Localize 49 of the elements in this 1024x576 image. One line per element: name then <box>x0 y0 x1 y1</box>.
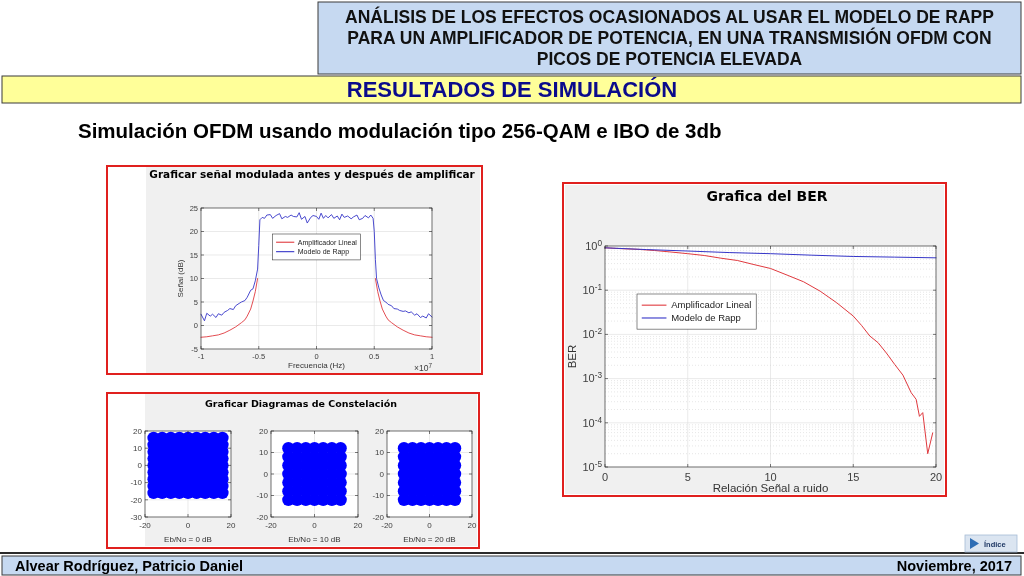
text: Alvear Rodríguez, Patricio Daniel <box>15 558 244 574</box>
y-tick-label: -20 <box>130 495 143 505</box>
x-axis-title: Eb/No = 0 dB <box>164 535 212 544</box>
text: Noviembre, 2017 <box>896 558 1012 574</box>
y-tick-label: -10 <box>256 491 269 501</box>
x-tick-label: 20 <box>226 520 236 530</box>
x-tick-label: 5 <box>684 470 691 483</box>
x-axis-title: Frecuencia (Hz) <box>288 361 346 370</box>
chart-title: Grafica del BER <box>706 188 828 204</box>
y-tick-label: 20 <box>133 426 143 436</box>
x-tick-label: 10 <box>764 470 777 483</box>
chart-title: Graficar Diagramas de Constelación <box>205 398 398 409</box>
y-axis-title: Señal (dB) <box>176 259 185 298</box>
y-tick-label: -20 <box>256 512 269 522</box>
x-tick-label: 20 <box>929 470 943 483</box>
y-tick-label: 10$^{-2}$ <box>582 326 603 341</box>
y-tick-label: 10$^{-4}$ <box>582 415 603 429</box>
line-series <box>200 212 433 322</box>
y-tick-label: 10$^{-3}$ <box>582 370 603 385</box>
x-axis-title: Eb/No = 20 dB <box>403 535 456 544</box>
x-tick-label: 15 <box>847 470 860 483</box>
text: RESULTADOS DE SIMULACIÓN <box>346 77 678 102</box>
x-axis-title: Relación Señal a ruido <box>712 482 829 494</box>
y-tick-label: 10$^{-1}$ <box>582 282 603 297</box>
y-tick-label: -10 <box>130 478 143 488</box>
chart-title: Graficar señal modulada antes y después de amplificar <box>149 168 476 180</box>
x-tick-label: 20 <box>353 520 363 530</box>
x-axis-title: Eb/No = 10 dB <box>288 535 341 544</box>
x-tick-label: 0 <box>427 520 433 530</box>
y-tick-label: 10 <box>259 448 269 458</box>
y-tick-label: 10 <box>133 444 143 453</box>
text: ANÁLISIS DE LOS EFECTOS OCASIONADOS AL USAR EL MODELO DE RAPP PARA UN AMPLIFICADOR DE POTENCIA, EN UNA TRANSMISIÓN OFDM CON PICOS DE POTENCIA ELEVADA <box>345 6 995 69</box>
y-tick-label: -20 <box>372 512 385 522</box>
y-tick-label: 10$^{0}$ <box>585 238 603 252</box>
y-tick-label: 10$^{-5}$ <box>582 459 603 473</box>
text: Simulación OFDM usando modulación tipo 256-QAM e IBO de 3db <box>78 119 722 142</box>
y-tick-label: 0 <box>137 461 143 471</box>
x-tick-label: 0 <box>312 520 318 530</box>
y-tick-label: -30 <box>130 512 143 522</box>
text: ×10$^{7}$ <box>414 361 433 373</box>
y-tick-label: 10 <box>375 448 385 458</box>
legend-label: Modelo de Rapp <box>671 312 741 324</box>
y-axis-title: BER <box>566 344 578 369</box>
legend-label: Amplificador Lineal <box>671 299 752 311</box>
x-tick-label: 20 <box>467 520 477 530</box>
y-tick-label: 20 <box>259 426 269 436</box>
point <box>448 442 462 455</box>
y-tick-label: -10 <box>372 491 385 501</box>
y-tick-label: 20 <box>375 426 385 436</box>
